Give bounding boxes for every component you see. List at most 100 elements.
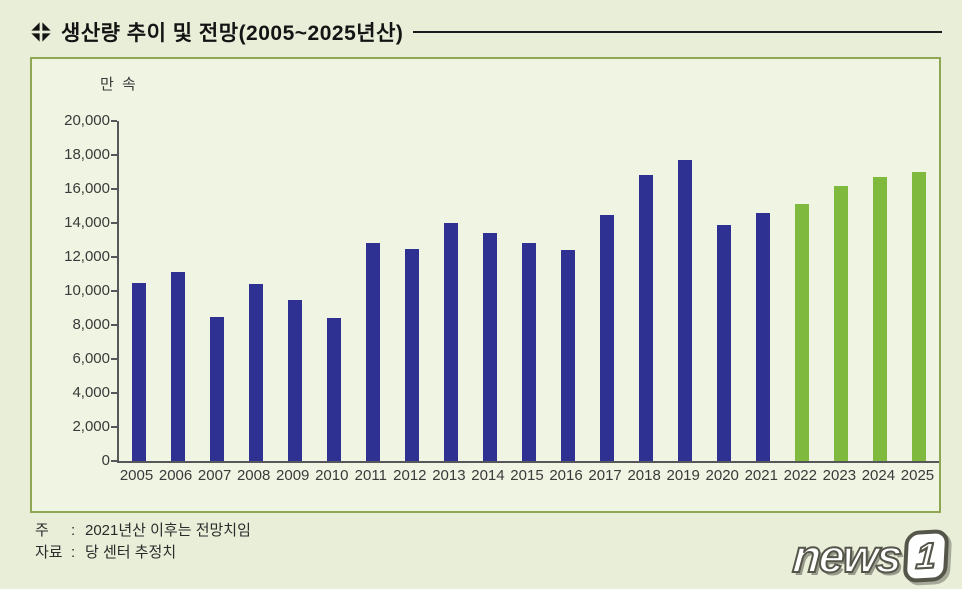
bar-2019 — [678, 160, 693, 461]
logo-one-badge: 1 — [902, 528, 950, 584]
bar-column — [900, 121, 939, 461]
bar-2013 — [443, 223, 458, 461]
x-tick-label: 2015 — [510, 467, 544, 484]
bar-column — [314, 121, 353, 461]
y-tick-label: 10,000 — [64, 282, 110, 299]
header: 생산량 추이 및 전망(2005~2025년산) — [30, 17, 942, 47]
x-tick-label: 2022 — [783, 467, 817, 484]
logo-one-text: 1 — [914, 534, 938, 578]
y-tick-mark — [111, 290, 117, 292]
y-tick-label: 2,000 — [72, 418, 110, 435]
bar-column — [158, 121, 197, 461]
y-tick-mark — [111, 120, 117, 122]
x-tick-label: 2025 — [900, 467, 935, 484]
bar-2022 — [795, 204, 810, 461]
logo-news-text: news — [790, 529, 903, 583]
bar-2021 — [756, 212, 771, 461]
bar-2005 — [131, 282, 146, 461]
y-tick-label: 4,000 — [72, 384, 110, 401]
x-tick-label: 2014 — [471, 467, 505, 484]
x-tick-label: 2023 — [822, 467, 857, 484]
x-tick-label: 2007 — [197, 467, 232, 484]
footer-notes: 주:2021년산 이후는 전망치임 자료: 당 센터 추정치 — [35, 520, 251, 564]
source-colon: : — [71, 544, 76, 561]
bar-2007 — [209, 316, 224, 461]
y-tick-label: 8,000 — [72, 316, 110, 333]
x-tick-label: 2013 — [432, 467, 466, 484]
y-tick-mark — [111, 460, 117, 462]
x-tick-label: 2019 — [666, 467, 700, 484]
bar-column — [275, 121, 314, 461]
bar-column — [822, 121, 861, 461]
y-tick-mark — [111, 392, 117, 394]
note-label: 주 — [35, 522, 49, 539]
x-tick-label: 2018 — [627, 467, 661, 484]
y-tick-mark — [111, 256, 117, 258]
y-tick-mark — [111, 188, 117, 190]
note-line: 주:2021년산 이후는 전망치임 — [35, 520, 251, 542]
y-tick-mark — [111, 222, 117, 224]
x-tick-label: 2006 — [158, 467, 193, 484]
bar-column — [392, 121, 431, 461]
y-tick-label: 16,000 — [64, 180, 110, 197]
x-tick-label: 2012 — [393, 467, 427, 484]
y-tick-mark — [111, 154, 117, 156]
source-text: 당 센터 추정치 — [85, 544, 177, 561]
x-tick-label: 2017 — [588, 467, 622, 484]
x-tick-label: 2021 — [744, 467, 778, 484]
bar-2016 — [561, 250, 576, 461]
source-label: 자료 — [35, 544, 63, 561]
source-line: 자료: 당 센터 추정치 — [35, 542, 251, 564]
bar-column — [861, 121, 900, 461]
y-axis: 0 2,000 4,000 6,000 8,000 10,000 12,000 14,000 1… — [32, 59, 939, 511]
bar-column — [509, 121, 548, 461]
x-tick-label: 2010 — [315, 467, 349, 484]
page-title: 생산량 추이 및 전망(2005~2025년산) — [61, 22, 404, 45]
y-tick-label: 6,000 — [72, 350, 110, 367]
bar-2011 — [365, 243, 380, 461]
bar-column — [236, 121, 275, 461]
bar-column — [627, 121, 666, 461]
bar-column — [549, 121, 588, 461]
x-tick-label: 2009 — [276, 467, 310, 484]
bar-2010 — [326, 318, 341, 461]
x-axis-labels: 2005 2006 2007 2008 2009 2010 2011 2012 2013 2014… — [117, 467, 937, 484]
bar-2015 — [521, 243, 536, 461]
bar-2006 — [170, 272, 185, 461]
diamond-icon — [30, 21, 52, 43]
bar-2018 — [639, 175, 654, 461]
plot-area — [117, 121, 939, 463]
x-tick-label: 2005 — [119, 467, 154, 484]
bar-column — [588, 121, 627, 461]
bar-column — [744, 121, 783, 461]
chart-frame: 만 속 0 2,000 4,000 6,000 8,000 10,000 12,000 14,… — [30, 57, 941, 513]
x-tick-label: 2008 — [236, 467, 271, 484]
y-tick-label: 14,000 — [64, 214, 110, 231]
x-tick-label: 2024 — [861, 467, 896, 484]
bar-2008 — [248, 284, 263, 461]
x-tick-label: 2016 — [549, 467, 583, 484]
bar-column — [353, 121, 392, 461]
y-tick-label: 18,000 — [64, 146, 110, 163]
bar-2014 — [482, 233, 497, 461]
note-text: 2021년산 이후는 전망치임 — [85, 522, 251, 539]
y-tick-label: 12,000 — [64, 248, 110, 265]
note-colon: : — [71, 522, 76, 539]
bar-column — [783, 121, 822, 461]
bar-column — [119, 121, 158, 461]
news1-logo: news 1 — [790, 528, 950, 584]
y-tick-mark — [111, 358, 117, 360]
bar-column — [705, 121, 744, 461]
x-tick-label: 2011 — [354, 467, 387, 484]
bar-2024 — [873, 177, 888, 461]
bar-column — [666, 121, 705, 461]
bar-2020 — [717, 224, 732, 461]
x-tick-label: 2020 — [705, 467, 739, 484]
bar-2009 — [287, 299, 302, 461]
y-tick-mark — [111, 324, 117, 326]
bar-2025 — [912, 172, 927, 461]
unit-label: 만 속 — [100, 76, 138, 93]
bar-column — [470, 121, 509, 461]
y-tick-mark — [111, 426, 117, 428]
